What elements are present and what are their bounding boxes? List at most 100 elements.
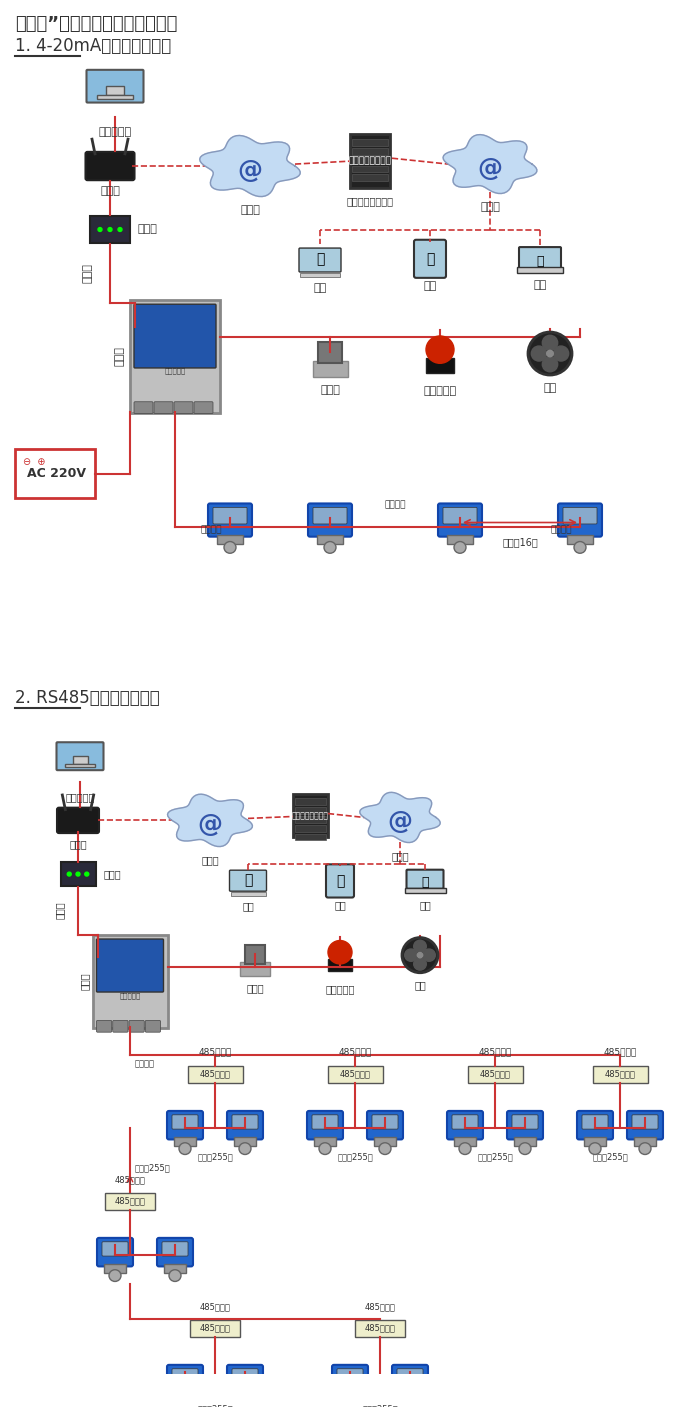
Text: 485中继器: 485中继器 <box>199 1069 230 1079</box>
Circle shape <box>574 542 586 553</box>
FancyBboxPatch shape <box>113 1020 128 1033</box>
FancyBboxPatch shape <box>172 1369 198 1383</box>
FancyBboxPatch shape <box>102 1242 128 1256</box>
Circle shape <box>553 346 568 362</box>
FancyBboxPatch shape <box>174 402 193 414</box>
FancyBboxPatch shape <box>350 134 390 189</box>
Text: 485中继器: 485中继器 <box>338 1048 372 1057</box>
Polygon shape <box>443 135 537 194</box>
Text: 电磁阀: 电磁阀 <box>320 384 340 395</box>
FancyBboxPatch shape <box>190 1320 240 1337</box>
Text: 通讯线: 通讯线 <box>55 902 65 919</box>
FancyBboxPatch shape <box>154 402 173 414</box>
Text: 路由器: 路由器 <box>100 186 120 196</box>
FancyBboxPatch shape <box>313 508 347 523</box>
FancyBboxPatch shape <box>162 1242 188 1256</box>
Text: 安怕尔网络服务器: 安怕尔网络服务器 <box>346 196 393 205</box>
Text: @: @ <box>237 159 262 183</box>
FancyBboxPatch shape <box>582 1114 608 1128</box>
FancyBboxPatch shape <box>57 808 99 833</box>
FancyBboxPatch shape <box>234 1392 255 1400</box>
FancyBboxPatch shape <box>188 1065 242 1083</box>
FancyBboxPatch shape <box>87 70 144 103</box>
FancyBboxPatch shape <box>146 1020 160 1033</box>
FancyBboxPatch shape <box>632 1114 658 1128</box>
Circle shape <box>639 1142 651 1155</box>
Circle shape <box>414 940 426 953</box>
Text: @: @ <box>477 158 503 182</box>
Circle shape <box>454 542 466 553</box>
Text: 485中继器: 485中继器 <box>365 1303 395 1311</box>
Text: 可连接255台: 可连接255台 <box>592 1152 628 1161</box>
Circle shape <box>239 1142 251 1155</box>
Circle shape <box>328 940 352 964</box>
FancyBboxPatch shape <box>328 960 352 971</box>
Text: 声光报警器: 声光报警器 <box>424 386 456 395</box>
FancyBboxPatch shape <box>512 1114 538 1128</box>
Text: AC 220V: AC 220V <box>27 467 86 480</box>
FancyBboxPatch shape <box>60 862 95 886</box>
FancyBboxPatch shape <box>227 1112 263 1140</box>
FancyBboxPatch shape <box>584 1137 606 1145</box>
FancyBboxPatch shape <box>399 1392 421 1400</box>
FancyBboxPatch shape <box>15 449 95 498</box>
Text: 东部联域机: 东部联域机 <box>120 993 141 999</box>
Circle shape <box>519 1142 531 1155</box>
FancyBboxPatch shape <box>447 1112 483 1140</box>
Polygon shape <box>199 135 300 197</box>
FancyBboxPatch shape <box>97 1238 133 1266</box>
Text: 信号输出: 信号输出 <box>550 525 572 535</box>
FancyBboxPatch shape <box>326 864 354 898</box>
Circle shape <box>379 1142 391 1155</box>
Text: 互联网: 互联网 <box>201 855 219 865</box>
FancyBboxPatch shape <box>312 362 347 377</box>
FancyBboxPatch shape <box>172 1114 198 1128</box>
Text: @: @ <box>197 813 223 837</box>
Text: 📶: 📶 <box>336 874 344 888</box>
Circle shape <box>239 1397 251 1407</box>
FancyBboxPatch shape <box>352 148 388 155</box>
Text: 📶: 📶 <box>426 252 434 266</box>
FancyBboxPatch shape <box>517 267 563 273</box>
Text: 单机版电脑: 单机版电脑 <box>65 792 94 802</box>
Circle shape <box>531 346 547 362</box>
Circle shape <box>108 228 112 232</box>
Text: 声光报警器: 声光报警器 <box>326 983 355 995</box>
Text: 485中继器: 485中继器 <box>605 1069 636 1079</box>
FancyBboxPatch shape <box>217 535 244 545</box>
FancyBboxPatch shape <box>519 248 561 269</box>
Text: 485中继器: 485中继器 <box>365 1324 395 1332</box>
Circle shape <box>589 1142 601 1155</box>
Circle shape <box>528 332 572 376</box>
Text: 路由器: 路由器 <box>69 839 87 848</box>
Circle shape <box>402 937 438 972</box>
Text: 485中继器: 485中继器 <box>115 1197 146 1206</box>
Polygon shape <box>360 792 440 843</box>
FancyBboxPatch shape <box>295 798 326 805</box>
FancyBboxPatch shape <box>57 743 104 770</box>
FancyBboxPatch shape <box>372 1114 398 1128</box>
Circle shape <box>404 1397 416 1407</box>
FancyBboxPatch shape <box>240 962 270 975</box>
FancyBboxPatch shape <box>316 535 343 545</box>
Text: 手机: 手机 <box>334 900 346 910</box>
Circle shape <box>324 542 336 553</box>
Text: 1. 4-20mA信号连接系统图: 1. 4-20mA信号连接系统图 <box>15 37 172 55</box>
Text: 转换器: 转换器 <box>104 870 121 879</box>
Circle shape <box>85 872 89 877</box>
FancyBboxPatch shape <box>65 764 95 767</box>
FancyBboxPatch shape <box>97 96 133 100</box>
Text: 风机: 风机 <box>543 383 556 393</box>
FancyBboxPatch shape <box>232 1114 258 1128</box>
Text: 485中继器: 485中继器 <box>340 1069 370 1079</box>
Text: 2. RS485信号连接系统图: 2. RS485信号连接系统图 <box>15 688 160 706</box>
Text: 互联网: 互联网 <box>480 203 500 212</box>
FancyBboxPatch shape <box>232 1369 258 1383</box>
FancyBboxPatch shape <box>454 1137 476 1145</box>
FancyBboxPatch shape <box>299 248 341 272</box>
Text: 通讯线: 通讯线 <box>115 346 125 366</box>
Circle shape <box>179 1142 191 1155</box>
FancyBboxPatch shape <box>157 1238 193 1266</box>
Text: 可连接255台: 可连接255台 <box>197 1152 233 1161</box>
FancyBboxPatch shape <box>567 535 594 545</box>
